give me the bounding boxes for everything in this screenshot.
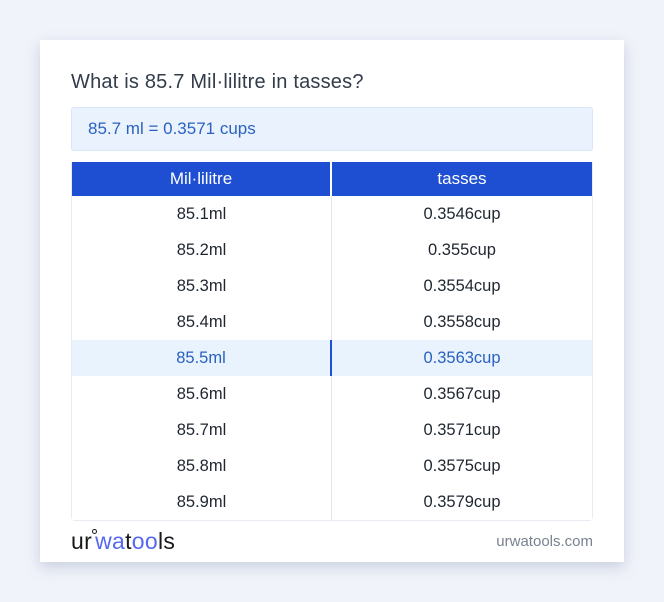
cup-value-cell[interactable]: 0.3575cup <box>332 448 592 484</box>
logo-part-t: t <box>125 528 132 554</box>
ml-value-cell[interactable]: 85.1ml <box>72 196 332 232</box>
ml-value-cell[interactable]: 85.5ml <box>72 340 332 376</box>
cup-value-cell[interactable]: 0.3579cup <box>332 484 592 520</box>
ml-value-cell[interactable]: 85.8ml <box>72 448 332 484</box>
column-header-millilitre: Mil·lilitre <box>72 162 332 196</box>
ml-value-cell[interactable]: 85.2ml <box>72 232 332 268</box>
conversion-result-box: 85.7 ml = 0.3571 cups <box>71 107 593 151</box>
table-row[interactable]: 85.1ml 0.3546cup <box>72 196 592 232</box>
table-row[interactable]: 85.9ml 0.3579cup <box>72 484 592 520</box>
conversion-result-text: 85.7 ml = 0.3571 cups <box>88 119 256 138</box>
cup-value-cell[interactable]: 0.3554cup <box>332 268 592 304</box>
cup-value-cell[interactable]: 0.3571cup <box>332 412 592 448</box>
logo-part-ur: ur <box>71 528 93 554</box>
ml-value-cell[interactable]: 85.6ml <box>72 376 332 412</box>
table-row[interactable]: 85.2ml 0.355cup <box>72 232 592 268</box>
ml-value-cell[interactable]: 85.3ml <box>72 268 332 304</box>
logo-part-ls: ls <box>157 528 176 554</box>
table-row[interactable]: 85.8ml 0.3575cup <box>72 448 592 484</box>
urwatools-logo: ur watools <box>71 528 175 555</box>
conversion-table: Mil·lilitre tasses 85.1ml 0.3546cup 85.2ml… <box>71 162 593 521</box>
cup-value-cell[interactable]: 0.355cup <box>332 232 592 268</box>
cup-value-cell[interactable]: 0.3546cup <box>332 196 592 232</box>
column-header-tasses: tasses <box>332 162 592 196</box>
logo-ring-icon <box>92 529 98 534</box>
ml-value-cell[interactable]: 85.9ml <box>72 484 332 520</box>
table-row[interactable]: 85.4ml 0.3558cup <box>72 304 592 340</box>
site-url: urwatools.com <box>496 533 593 550</box>
card-footer: ur watools urwatools.com <box>71 528 593 555</box>
ml-value-cell[interactable]: 85.4ml <box>72 304 332 340</box>
cup-value-cell[interactable]: 0.3563cup <box>332 340 592 376</box>
cup-value-cell[interactable]: 0.3567cup <box>332 376 592 412</box>
converter-card: What is 85.7 Mil·lilitre in tasses? 85.7… <box>40 40 624 562</box>
table-row[interactable]: 85.5ml 0.3563cup <box>72 340 592 376</box>
table-header-row: Mil·lilitre tasses <box>72 162 592 196</box>
logo-part-oo: oo <box>131 528 158 554</box>
cup-value-cell[interactable]: 0.3558cup <box>332 304 592 340</box>
logo-part-wa: wa <box>95 528 126 554</box>
page-title: What is 85.7 Mil·lilitre in tasses? <box>71 71 364 93</box>
table-row[interactable]: 85.6ml 0.3567cup <box>72 376 592 412</box>
table-row[interactable]: 85.3ml 0.3554cup <box>72 268 592 304</box>
ml-value-cell[interactable]: 85.7ml <box>72 412 332 448</box>
table-row[interactable]: 85.7ml 0.3571cup <box>72 412 592 448</box>
